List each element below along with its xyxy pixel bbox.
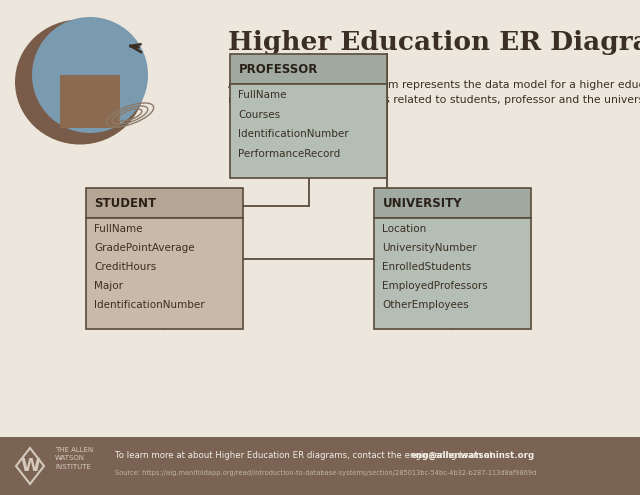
Text: UNIVERSITY: UNIVERSITY [383, 197, 462, 209]
Text: Courses: Courses [238, 110, 280, 120]
Text: CreditHours: CreditHours [95, 262, 157, 272]
Text: Major: Major [95, 281, 124, 291]
Text: UniversityNumber: UniversityNumber [383, 243, 477, 253]
Bar [0, 437, 640, 495]
Text: THE ALLEN
WATSON
INSTITUTE: THE ALLEN WATSON INSTITUTE [55, 447, 93, 470]
FancyBboxPatch shape [374, 188, 531, 218]
FancyBboxPatch shape [60, 75, 120, 128]
Text: PerformanceRecord: PerformanceRecord [238, 149, 340, 159]
Text: PROFESSOR: PROFESSOR [238, 63, 318, 76]
FancyBboxPatch shape [374, 218, 531, 329]
FancyBboxPatch shape [86, 218, 243, 329]
Text: IdentificationNumber: IdentificationNumber [238, 129, 349, 139]
Text: Location: Location [383, 224, 427, 234]
Text: eng@allenwatsoninst.org: eng@allenwatsoninst.org [411, 451, 535, 460]
Text: EmployedProfessors: EmployedProfessors [383, 281, 488, 291]
Text: Higher Education ER Diagram: Higher Education ER Diagram [228, 30, 640, 55]
Text: Source: https://alg.manifoldapp.org/read/introduction-to-database-systems/sectio: Source: https://alg.manifoldapp.org/read… [115, 470, 536, 476]
Text: STUDENT: STUDENT [95, 197, 157, 209]
FancyBboxPatch shape [86, 188, 243, 218]
FancyBboxPatch shape [230, 85, 387, 178]
Text: OtherEmployees: OtherEmployees [383, 300, 469, 310]
Text: GradePointAverage: GradePointAverage [95, 243, 195, 253]
Ellipse shape [15, 19, 145, 145]
Circle shape [32, 17, 148, 133]
Text: FullName: FullName [238, 90, 287, 100]
FancyBboxPatch shape [230, 54, 387, 85]
Text: IdentificationNumber: IdentificationNumber [95, 300, 205, 310]
Text: To learn more at about Higher Education ER diagrams, contact the engineering tea: To learn more at about Higher Education … [115, 451, 495, 460]
Text: W: W [20, 457, 40, 475]
Text: A higher education ER diagram represents the data model for a higher education
i: A higher education ER diagram represents… [228, 80, 640, 105]
Text: EnrolledStudents: EnrolledStudents [383, 262, 472, 272]
Text: FullName: FullName [95, 224, 143, 234]
